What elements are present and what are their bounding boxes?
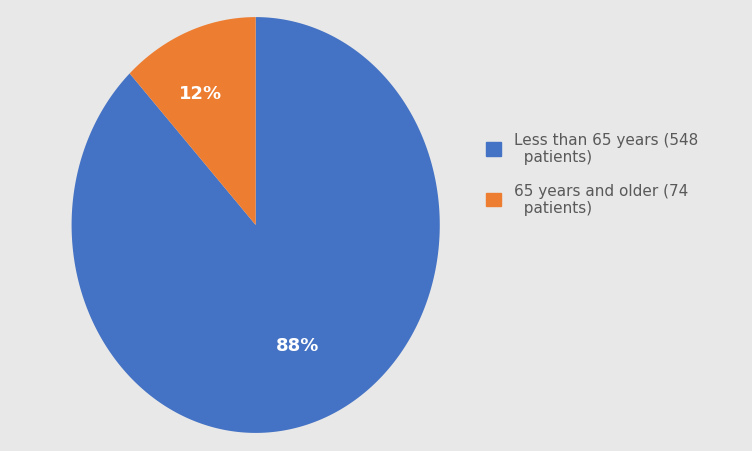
Polygon shape — [129, 18, 256, 226]
Text: 12%: 12% — [179, 85, 222, 103]
Legend: Less than 65 years (548
  patients), 65 years and older (74
  patients): Less than 65 years (548 patients), 65 ye… — [474, 120, 710, 228]
Polygon shape — [71, 18, 440, 433]
Text: 88%: 88% — [276, 336, 320, 354]
